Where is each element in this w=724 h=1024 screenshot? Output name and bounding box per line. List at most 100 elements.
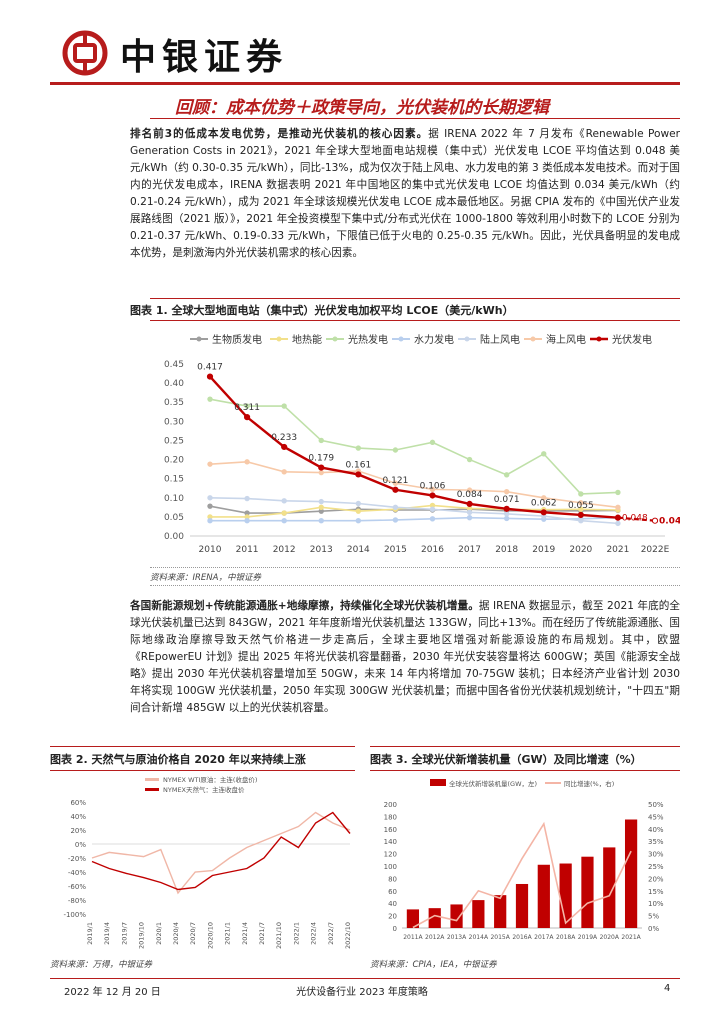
series-line — [209, 461, 619, 509]
data-point — [281, 518, 287, 524]
figure-1-source: 资料来源：IRENA，中银证券 — [150, 573, 261, 583]
y-tick-label-left: 20 — [388, 913, 397, 921]
legend-swatch — [145, 778, 159, 781]
bar — [515, 883, 529, 928]
x-tick-label: 2022E — [641, 545, 670, 555]
data-label: 0.233 — [271, 433, 297, 443]
data-label: 0.04 — [659, 517, 680, 527]
series-line — [91, 811, 351, 895]
data-point — [392, 486, 399, 493]
data-label: 0.311 — [234, 403, 260, 413]
data-label: 0.055 — [568, 501, 594, 511]
legend-swatch — [430, 779, 446, 786]
x-tick-label: 2019A — [578, 934, 598, 941]
pv-installation-chart: 全球光伏新增装机量(GW，左) 同比增速(%，右) 0 20 40 60 80 100 120 1… — [384, 779, 664, 941]
legend-label: 光热发电 — [348, 333, 388, 346]
legend-label: NYMEX天然气：主连收盘价 — [163, 785, 245, 794]
y-tick-label-right: 45% — [648, 813, 664, 821]
x-tick-label: 2019/1 — [86, 922, 94, 945]
data-label: 0.084 — [457, 490, 483, 500]
data-point — [578, 491, 584, 497]
y-tick-label-left: 180 — [384, 813, 397, 821]
data-point — [207, 518, 213, 524]
footer-date: 2022 年 12 月 20 日 — [64, 987, 161, 998]
data-point — [281, 403, 287, 409]
legend-swatch — [145, 788, 159, 791]
data-point — [466, 514, 473, 521]
data-point — [541, 495, 547, 501]
data-point — [318, 469, 324, 476]
legend-label: NYMEX WTI原油：主连(收盘价) — [163, 775, 257, 784]
data-label: 0.417 — [197, 363, 223, 373]
figure-rule — [50, 746, 355, 747]
x-tick-label: 2012A — [425, 934, 445, 941]
bar — [406, 909, 420, 928]
x-tick-label: 2014A — [469, 934, 489, 941]
data-point — [429, 516, 436, 522]
x-tick-label: 2021/1 — [224, 922, 232, 945]
y-tick-label: -60% — [68, 883, 86, 891]
x-tick-label: 2016A — [512, 934, 532, 941]
data-point — [207, 503, 213, 509]
x-tick-label: 2019/4 — [103, 922, 111, 945]
data-point — [503, 511, 510, 517]
figure-rule — [150, 320, 680, 321]
data-point — [577, 511, 584, 519]
x-tick-label: 2020/10 — [206, 922, 214, 949]
data-point — [392, 480, 399, 486]
y-tick-label-right: 40% — [648, 826, 664, 834]
bar — [581, 856, 594, 928]
data-point — [244, 495, 250, 502]
data-point — [355, 518, 362, 524]
data-point — [207, 461, 213, 467]
data-point — [244, 403, 250, 409]
y-tick-label: 0.10 — [164, 494, 184, 504]
x-tick-label: 2012 — [273, 545, 296, 555]
data-point — [355, 500, 362, 507]
y-tick-label-right: 15% — [648, 888, 664, 896]
legend-marker — [276, 336, 282, 342]
data-point — [503, 515, 510, 522]
legend-marker — [464, 336, 470, 342]
brand-name: 中银证券 — [120, 36, 289, 78]
x-tick-label: 2019 — [532, 545, 555, 555]
x-tick-label: 2013A — [447, 934, 467, 941]
y-tick-label-left: 40 — [388, 900, 397, 908]
x-tick-label: 2017 — [458, 545, 481, 555]
growth-line — [412, 821, 632, 929]
legend-label: 光伏发电 — [612, 333, 652, 346]
x-tick-label: 2021 — [606, 545, 629, 555]
series-line — [210, 504, 618, 518]
x-tick-label: 2016 — [421, 545, 444, 555]
page-number: 4 — [664, 983, 671, 994]
data-point — [429, 486, 436, 493]
data-point — [614, 514, 622, 521]
paragraph-body: 据 IRENA 2022 年 7 月发布《Renewable Power Gen… — [130, 128, 680, 259]
y-tick-label-right: 35% — [648, 838, 664, 846]
x-tick-label: 2020 — [569, 545, 592, 555]
data-label: 0.161 — [345, 460, 371, 470]
data-point — [578, 500, 584, 506]
legend-label: 水力发电 — [414, 333, 454, 346]
x-tick-label: 2020/7 — [189, 922, 197, 945]
data-point — [318, 437, 324, 444]
y-tick-label: 0.40 — [164, 379, 184, 389]
x-tick-label: 2019/10 — [138, 922, 146, 949]
x-tick-label: 2022/7 — [327, 922, 335, 945]
x-tick-label: 2022/10 — [344, 922, 352, 949]
x-tick-label: 2011 — [236, 545, 259, 555]
y-tick-label: 0.25 — [164, 436, 184, 446]
data-point — [503, 472, 510, 478]
data-point — [615, 520, 621, 527]
data-point — [281, 469, 287, 475]
data-point — [429, 439, 436, 446]
x-tick-label: 2014 — [347, 545, 370, 555]
x-tick-label: 2021/7 — [258, 922, 266, 945]
divider — [150, 585, 680, 586]
figure-3-title: 图表 3. 全球光伏新增装机量（GW）及同比增速（%） — [370, 753, 642, 766]
figure-rule — [370, 746, 680, 747]
y-tick-label-left: 200 — [384, 801, 397, 809]
data-point — [355, 471, 362, 478]
data-point — [207, 495, 213, 501]
y-tick-label-left: 120 — [384, 851, 397, 859]
